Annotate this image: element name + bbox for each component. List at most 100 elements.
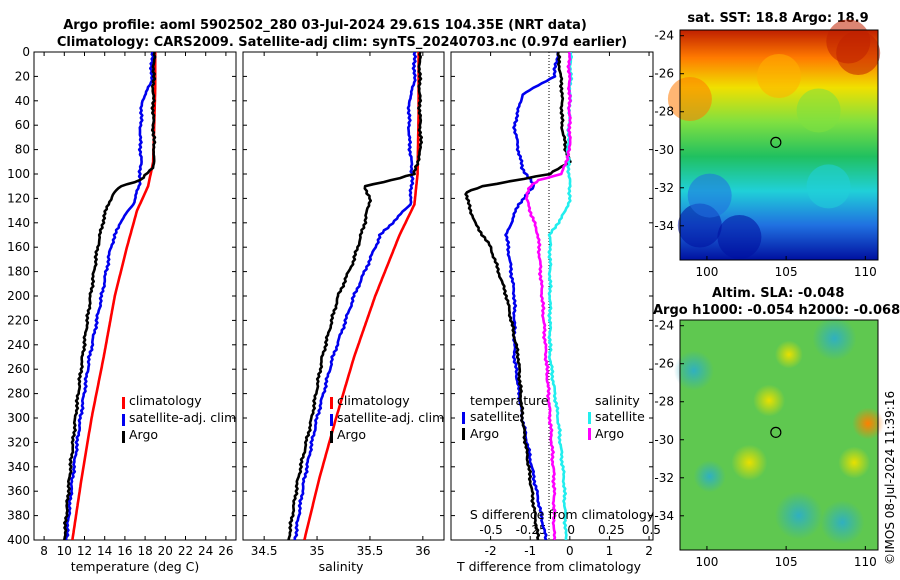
map-x-tick-label: 100 bbox=[695, 555, 718, 569]
salinity-legend: climatology satellite-adj. clim Argo bbox=[330, 393, 444, 443]
depth-tick-label: 400 bbox=[7, 533, 30, 547]
legend-label-argo: Argo bbox=[337, 427, 366, 442]
depth-tick-label: 260 bbox=[7, 362, 30, 376]
depth-tick-label: 100 bbox=[7, 167, 30, 181]
sla-map-title: Altim. SLA: -0.048 bbox=[712, 286, 844, 301]
x-tick-label: -1 bbox=[524, 544, 536, 558]
x-top-tick-label: -0.5 bbox=[479, 523, 502, 537]
temperature-panel: 0 20 40 60 80 100 120 140 160 180 200 220 240 260 280 3… bbox=[7, 45, 237, 574]
x-top-tick-label: 0 bbox=[567, 523, 575, 537]
depth-tick-label: 60 bbox=[15, 118, 30, 132]
legend-label-t-argo: Argo bbox=[470, 426, 499, 441]
difference-xlabel-top: S difference from climatology bbox=[470, 507, 655, 522]
x-tick-label: 35.5 bbox=[357, 544, 384, 558]
depth-tick-label: 340 bbox=[7, 460, 30, 474]
salinity-panel: 34.5 35 35.5 36 salinity climatology satell… bbox=[242, 51, 445, 574]
depth-tick-label: 360 bbox=[7, 484, 30, 498]
salinity-axes-frame bbox=[242, 51, 445, 541]
sst-map-frame bbox=[679, 29, 879, 261]
x-tick-label: 2 bbox=[645, 544, 653, 558]
map-y-tick-label: -32 bbox=[654, 471, 674, 485]
temperature-xlabel: temperature (deg C) bbox=[71, 559, 200, 574]
map-y-tick-label: -26 bbox=[654, 357, 674, 371]
x-tick-label: 0 bbox=[566, 544, 574, 558]
x-tick-label: 24 bbox=[198, 544, 213, 558]
depth-tick-label: 0 bbox=[22, 45, 30, 59]
legend-label-t-satellite: satellite bbox=[470, 409, 520, 424]
sst-patch bbox=[717, 215, 762, 259]
legend-label-climatology: climatology bbox=[337, 393, 410, 408]
sla-patch bbox=[731, 444, 768, 481]
legend-swatch-t-argo bbox=[462, 428, 465, 440]
depth-tick-label: 220 bbox=[7, 313, 30, 327]
series-line-climatology bbox=[303, 52, 420, 540]
series-line-argo bbox=[287, 52, 424, 540]
x-tick-label: 8 bbox=[40, 544, 48, 558]
sla-patch bbox=[774, 491, 823, 540]
salinity-xlabel: salinity bbox=[319, 559, 364, 574]
x-tick-label: 18 bbox=[137, 544, 152, 558]
legend-swatch-s-argo bbox=[588, 428, 591, 440]
map-x-tick-label: 105 bbox=[775, 265, 798, 279]
depth-tick-label: 280 bbox=[7, 387, 30, 401]
series-line-temperature-satellite bbox=[504, 52, 560, 540]
map-y-tick-label: -34 bbox=[654, 219, 674, 233]
sla-patch bbox=[693, 460, 726, 493]
depth-tick-label: 240 bbox=[7, 338, 30, 352]
sla-map-title2: Argo h1000: -0.054 h2000: -0.068 bbox=[653, 303, 900, 318]
depth-tick-label: 120 bbox=[7, 191, 30, 205]
depth-tick-label: 160 bbox=[7, 240, 30, 254]
sla-patch bbox=[774, 340, 803, 369]
legend-swatch-climatology bbox=[122, 397, 125, 409]
sst-patch bbox=[796, 88, 841, 133]
x-tick-label: 26 bbox=[218, 544, 233, 558]
legend-label-satellite: satellite-adj. clim bbox=[129, 410, 236, 425]
map-x-tick-label: 110 bbox=[854, 555, 877, 569]
map-y-tick-label: -30 bbox=[654, 433, 674, 447]
series-line-argo bbox=[63, 52, 157, 540]
sst-patch bbox=[757, 54, 801, 98]
legend-swatch-satellite bbox=[330, 414, 333, 426]
sst-patch bbox=[687, 173, 732, 218]
sla-patch bbox=[838, 446, 871, 479]
depth-tick-label: 380 bbox=[7, 509, 30, 523]
depth-tick-label: 40 bbox=[15, 94, 30, 108]
watermark: ©IMOS 08-Jul-2024 11:39:16 bbox=[883, 391, 897, 565]
depth-tick-label: 200 bbox=[7, 289, 30, 303]
title-line2: Climatology: CARS2009. Satellite-adj cli… bbox=[57, 35, 627, 50]
series-line-satellite-adj-clim bbox=[293, 52, 418, 540]
sla-map: Altim. SLA: -0.048 Argo h1000: -0.054 h2… bbox=[653, 286, 900, 569]
map-y-tick-label: -28 bbox=[654, 105, 674, 119]
x-tick-label: -2 bbox=[485, 544, 497, 558]
x-tick-label: 12 bbox=[77, 544, 92, 558]
x-top-tick-label: 0.5 bbox=[642, 523, 661, 537]
legend-swatch-argo bbox=[330, 431, 333, 443]
map-y-tick-label: -26 bbox=[654, 67, 674, 81]
sla-argo-marker bbox=[770, 426, 782, 438]
difference-xlabel-bottom: T difference from climatology bbox=[456, 559, 642, 574]
x-tick-label: 36 bbox=[415, 544, 430, 558]
sst-patch bbox=[836, 31, 881, 75]
x-tick-label: 14 bbox=[97, 544, 112, 558]
sst-patch bbox=[667, 77, 712, 121]
x-tick-label: 16 bbox=[117, 544, 132, 558]
sst-patch bbox=[806, 164, 851, 209]
map-y-tick-label: -34 bbox=[654, 509, 674, 523]
legend-label-climatology: climatology bbox=[129, 393, 202, 408]
x-top-tick-label: 0.25 bbox=[598, 523, 625, 537]
x-tick-label: 1 bbox=[606, 544, 614, 558]
map-y-tick-label: -24 bbox=[654, 319, 674, 333]
series-line-temperature-argo bbox=[464, 52, 572, 540]
sst-map: sat. SST: 18.8 Argo: 18.9 100 105 110 -24 -2… bbox=[654, 11, 881, 279]
legend-title-salinity: salinity bbox=[595, 393, 640, 408]
sla-patch bbox=[812, 316, 857, 361]
map-x-tick-label: 105 bbox=[775, 555, 798, 569]
sla-patch bbox=[753, 384, 786, 417]
temperature-axes-frame bbox=[33, 51, 237, 541]
legend-title-temperature: temperature bbox=[470, 393, 549, 408]
map-y-tick-label: -28 bbox=[654, 395, 674, 409]
sla-patch bbox=[820, 500, 865, 545]
depth-tick-label: 80 bbox=[15, 143, 30, 157]
legend-label-argo: Argo bbox=[129, 427, 158, 442]
